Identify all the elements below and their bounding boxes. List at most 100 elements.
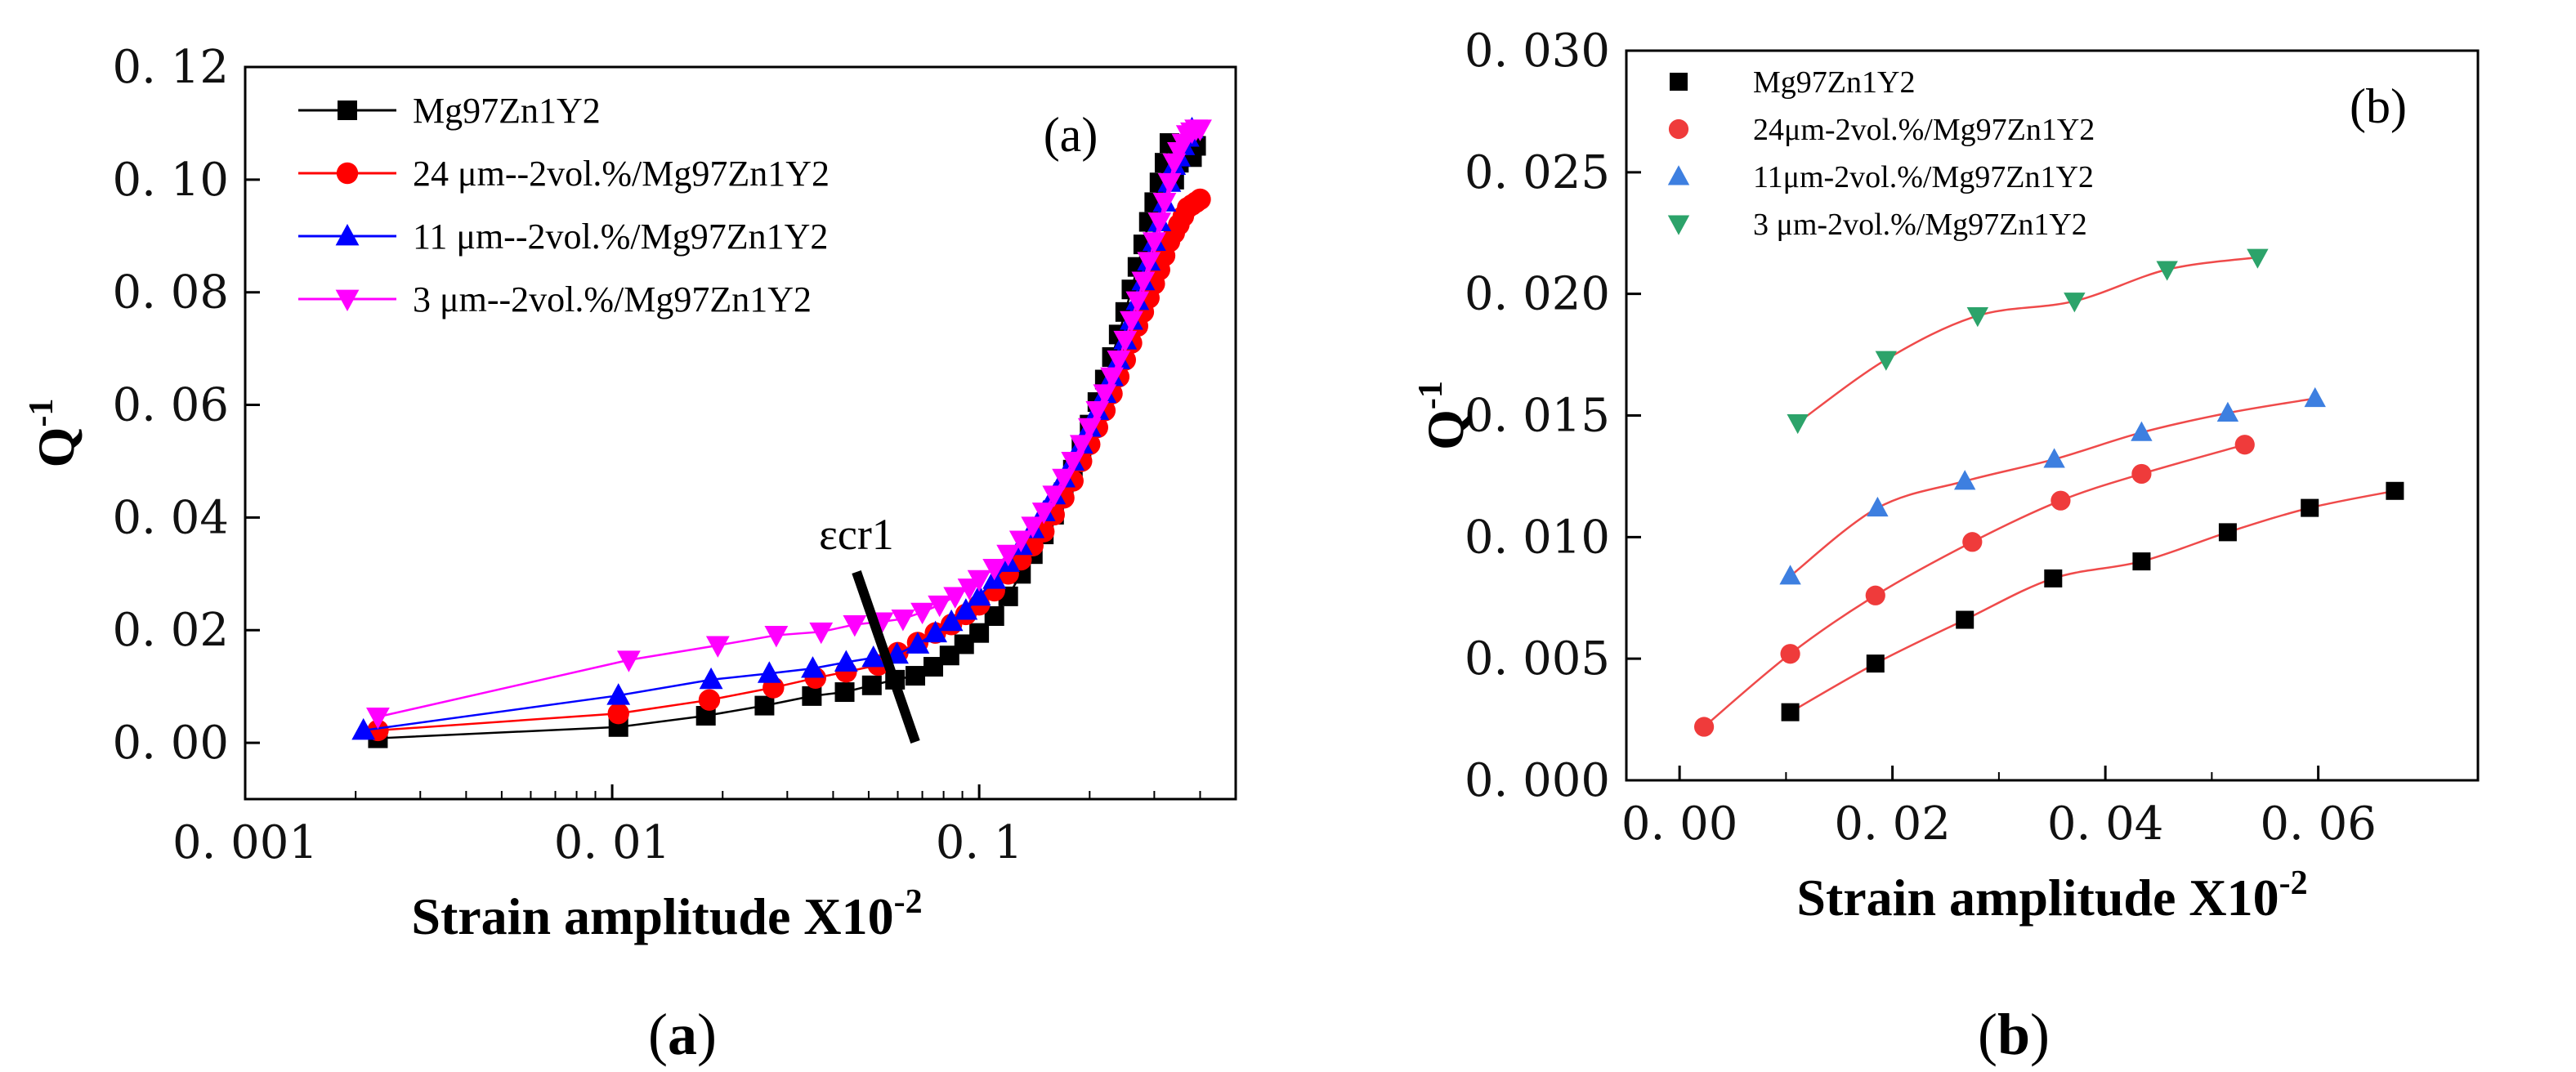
- data-point: [2051, 490, 2071, 511]
- data-point: [2156, 261, 2178, 281]
- data-point: [699, 667, 723, 690]
- data-point: [2304, 386, 2326, 408]
- data-point: [1131, 271, 1156, 293]
- y-axis-title-text: Q: [1416, 409, 1474, 450]
- data-point: [928, 595, 952, 618]
- series-group: [1693, 435, 2255, 737]
- x-tick-label: 0. 1: [936, 816, 1023, 869]
- data-point: [1188, 119, 1212, 141]
- chart-panel-a: 0. 00 0. 02 0. 04 0. 06 0. 08 0. 10 0. 12 0. 00…: [23, 41, 1237, 1067]
- data-point: [834, 650, 858, 672]
- data-point: [906, 666, 926, 686]
- chart-panel-b: 0. 000 0. 005 0. 010 0. 015 0. 020 0. 025 0. 0…: [1412, 25, 2480, 1067]
- data-point: [1093, 384, 1117, 406]
- critical-strain-marker-line: [852, 570, 920, 744]
- y-axis-title: Q-1: [1412, 381, 1474, 450]
- y-axis-title-text: Q: [27, 427, 85, 468]
- data-point: [967, 583, 991, 606]
- x-axis-title: Strain amplitude X10-2: [1796, 864, 2307, 927]
- data-point: [2234, 435, 2255, 455]
- data-point: [1142, 232, 1166, 254]
- data-point: [954, 598, 978, 620]
- data-point: [617, 650, 641, 672]
- data-point: [607, 703, 629, 725]
- y-tick-label: 0. 00: [113, 717, 230, 770]
- data-point: [351, 717, 376, 740]
- panel-caption: (a): [648, 1002, 717, 1067]
- legend-marker: [1670, 73, 1688, 91]
- y-tick-label: 0. 10: [113, 154, 230, 207]
- data-point: [1107, 351, 1131, 373]
- data-point: [1069, 435, 1093, 457]
- data-point: [1100, 367, 1124, 390]
- data-point: [764, 626, 789, 648]
- x-axis-title: Strain amplitude X10-2: [411, 883, 922, 945]
- data-point: [1865, 585, 1885, 605]
- legend-marker: [1667, 215, 1690, 235]
- data-point: [809, 622, 834, 645]
- data-point: [802, 686, 822, 706]
- x-tick-label: 0. 00: [1621, 797, 1738, 851]
- data-point: [2132, 552, 2151, 571]
- data-point: [801, 656, 825, 678]
- x-tick-label: 0. 02: [1834, 797, 1951, 851]
- panel-caption-part: ): [2030, 1002, 2050, 1067]
- data-point: [1152, 193, 1177, 215]
- x-tick-label: 0. 06: [2260, 797, 2377, 851]
- data-point: [982, 559, 1007, 581]
- panel-tag: (a): [1044, 108, 1098, 162]
- data-point: [1077, 418, 1102, 440]
- data-point: [1956, 610, 1974, 629]
- y-tick-label: 0. 020: [1465, 268, 1610, 321]
- data-point: [1866, 654, 1885, 673]
- legend-label: 3 μm--2vol.%/Mg97Zn1Y2: [413, 279, 812, 319]
- y-axis-title-superscript: -1: [1412, 381, 1450, 409]
- legend-label: Mg97Zn1Y2: [413, 91, 601, 131]
- series-group: [366, 119, 1212, 730]
- data-point: [698, 689, 721, 711]
- x-tick-label: 0. 001: [172, 816, 318, 869]
- legend-label: 11 μm--2vol.%/Mg97Zn1Y2: [413, 217, 828, 257]
- panel-tag: (b): [2350, 79, 2407, 133]
- legend-label: 24 μm--2vol.%/Mg97Zn1Y2: [413, 154, 830, 194]
- data-point: [1781, 703, 1800, 721]
- data-point: [1120, 310, 1143, 333]
- data-point: [924, 620, 947, 643]
- data-point: [1867, 496, 1889, 517]
- data-point: [1787, 413, 1809, 435]
- data-point: [1042, 485, 1067, 507]
- panel-caption: (b): [1978, 1002, 2050, 1067]
- legend: Mg97Zn1Y2 24 μm--2vol.%/Mg97Zn1Y2 11 μm--2…: [298, 91, 830, 319]
- legend-marker: [335, 224, 360, 246]
- y-tick-label: 0. 06: [113, 379, 230, 432]
- panel-caption-part: b: [1997, 1002, 2030, 1067]
- data-point: [2131, 421, 2153, 441]
- data-point: [861, 675, 882, 695]
- data-point: [1875, 351, 1898, 371]
- legend-marker: [1668, 118, 1689, 140]
- data-point: [606, 683, 631, 705]
- data-point: [1085, 401, 1110, 423]
- series-group: [1787, 248, 2269, 435]
- legend-label: 11μm-2vol.%/Mg97Zn1Y2: [1753, 160, 2094, 194]
- data-point: [1021, 516, 1045, 538]
- data-point: [891, 610, 915, 632]
- data-point: [2247, 248, 2269, 269]
- data-point: [1780, 644, 1800, 664]
- data-point: [861, 645, 886, 668]
- data-point: [366, 707, 390, 730]
- y-tick-label: 0. 005: [1465, 632, 1610, 686]
- data-point: [757, 661, 781, 683]
- data-point: [1031, 502, 1056, 525]
- panel-caption-part: (: [1978, 1002, 1997, 1067]
- y-tick-label: 0. 015: [1465, 390, 1610, 443]
- data-point: [943, 587, 968, 609]
- y-tick-label: 0. 08: [113, 266, 230, 319]
- series-line: [1789, 489, 2395, 713]
- data-point: [1693, 717, 1715, 737]
- data-point: [967, 570, 991, 592]
- x-axis-title-superscript: -2: [894, 883, 923, 921]
- panel-caption-part: a: [668, 1002, 697, 1067]
- y-tick-label: 0. 04: [113, 491, 230, 544]
